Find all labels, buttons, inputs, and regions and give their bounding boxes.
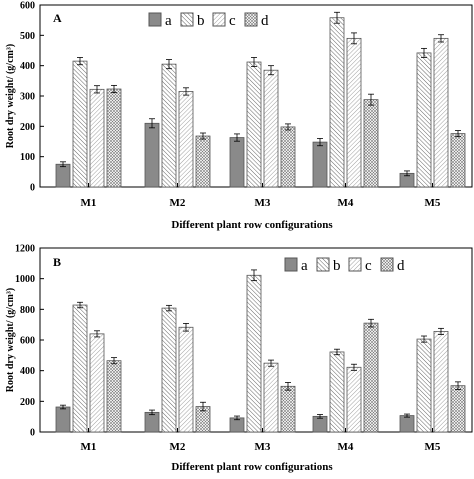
bar-a-m3 bbox=[229, 137, 245, 188]
bar-c-m4 bbox=[346, 37, 362, 188]
bar-b-m2 bbox=[161, 307, 177, 433]
legend-swatch-b-c bbox=[348, 257, 362, 272]
y-ticks-b: 0 200 400 600 800 1000 1200 bbox=[15, 244, 44, 439]
y-tick-label: 600 bbox=[20, 1, 35, 12]
bar-d-m1 bbox=[106, 88, 122, 188]
y-ticks-a: 0 100 200 300 400 500 600 bbox=[20, 1, 44, 194]
bar-d-m4 bbox=[363, 99, 379, 188]
y-tick-label: 200 bbox=[20, 122, 35, 133]
legend-label-a-b: b bbox=[197, 13, 205, 29]
y-tick-label: 1000 bbox=[15, 274, 35, 285]
legend-swatch-a-b bbox=[180, 12, 194, 27]
y-axis-label-a: Root dry weight/ (g/cm³) bbox=[5, 44, 16, 148]
bar-c-m2 bbox=[178, 91, 194, 188]
bar-a-m1 bbox=[55, 163, 71, 188]
category-label: M2 bbox=[170, 441, 186, 453]
x-axis-label-b: Different plant row configurations bbox=[171, 461, 333, 473]
bar-a-m2 bbox=[144, 411, 160, 433]
categories-b: M1 M2 M3 M4 M5 bbox=[81, 428, 441, 453]
y-tick-label: 200 bbox=[20, 397, 35, 408]
bar-d-m3 bbox=[280, 126, 296, 188]
category-label: M1 bbox=[81, 197, 97, 209]
bar-b-m5 bbox=[416, 338, 432, 433]
y-tick-label: 0 bbox=[30, 428, 35, 439]
bar-b-m3 bbox=[246, 274, 262, 433]
legend-swatch-b-d bbox=[380, 257, 394, 272]
category-label: M4 bbox=[338, 441, 354, 453]
bar-d-m5 bbox=[450, 385, 466, 433]
y-tick-label: 400 bbox=[20, 366, 35, 377]
legend-a: a b c d bbox=[148, 12, 269, 29]
legend-swatch-b-b bbox=[316, 257, 330, 272]
bar-d-m2 bbox=[195, 135, 211, 188]
y-tick-label: 1200 bbox=[15, 244, 35, 255]
bar-d-m1 bbox=[106, 360, 122, 433]
category-label: M3 bbox=[255, 441, 271, 453]
legend-label-b-d: d bbox=[397, 258, 405, 274]
legend-label-b-a: a bbox=[301, 258, 308, 274]
panel-b: B Root dry weight/ (g/cm³) Different pla… bbox=[5, 244, 473, 473]
bar-b-m1 bbox=[72, 304, 88, 433]
category-label: M2 bbox=[170, 197, 186, 209]
legend-label-a-d: d bbox=[261, 13, 269, 29]
bar-c-m3 bbox=[263, 69, 279, 188]
bar-c-m4 bbox=[346, 366, 362, 433]
category-label: M5 bbox=[425, 441, 441, 453]
bar-c-m1 bbox=[89, 88, 105, 188]
category-label: M5 bbox=[425, 197, 441, 209]
legend-label-b-b: b bbox=[333, 258, 341, 274]
category-label: M3 bbox=[255, 197, 271, 209]
bar-d-m5 bbox=[450, 133, 466, 188]
legend-swatch-b-a bbox=[284, 257, 298, 272]
bar-a-m2 bbox=[144, 122, 160, 188]
bar-c-m2 bbox=[178, 326, 194, 433]
bar-b-m4 bbox=[329, 351, 345, 433]
bars-b bbox=[55, 269, 466, 433]
panel-label-b: B bbox=[53, 255, 61, 269]
category-label: M4 bbox=[338, 197, 354, 209]
legend-swatch-a-a bbox=[148, 12, 162, 27]
bar-a-m1 bbox=[55, 406, 71, 433]
x-axis-label-a: Different plant row configurations bbox=[171, 219, 333, 231]
y-tick-label: 800 bbox=[20, 305, 35, 316]
bar-d-m4 bbox=[363, 322, 379, 433]
legend-swatch-a-c bbox=[212, 12, 226, 27]
bar-b-m5 bbox=[416, 52, 432, 188]
legend-b: a b c d bbox=[284, 257, 405, 274]
y-tick-label: 0 bbox=[30, 183, 35, 194]
y-tick-label: 400 bbox=[20, 61, 35, 72]
legend-label-a-a: a bbox=[165, 13, 172, 29]
legend-swatch-a-d bbox=[244, 12, 258, 27]
bar-d-m3 bbox=[280, 385, 296, 433]
legend-label-a-c: c bbox=[229, 13, 236, 29]
bar-b-m3 bbox=[246, 61, 262, 188]
panel-label-a: A bbox=[53, 11, 62, 25]
bar-b-m1 bbox=[72, 60, 88, 188]
bar-a-m4 bbox=[312, 141, 328, 188]
bar-c-m5 bbox=[433, 331, 449, 433]
bar-a-m4 bbox=[312, 415, 328, 433]
legend-label-b-c: c bbox=[365, 258, 372, 274]
categories-a: M1 M2 M3 M4 M5 bbox=[81, 183, 441, 209]
bar-b-m4 bbox=[329, 17, 345, 188]
bar-c-m1 bbox=[89, 333, 105, 433]
bar-b-m2 bbox=[161, 63, 177, 188]
y-axis-label-b: Root dry weight/ (g/cm³) bbox=[5, 288, 16, 392]
y-tick-label: 300 bbox=[20, 92, 35, 103]
y-tick-label: 100 bbox=[20, 152, 35, 163]
bar-c-m3 bbox=[263, 362, 279, 433]
bar-a-m5 bbox=[399, 415, 415, 433]
y-tick-label: 500 bbox=[20, 31, 35, 42]
bar-c-m5 bbox=[433, 37, 449, 188]
bars-a bbox=[55, 11, 466, 188]
category-label: M1 bbox=[81, 441, 97, 453]
y-tick-label: 600 bbox=[20, 336, 35, 347]
panel-a: A Root dry weight/ (g/cm³) Different pla… bbox=[5, 1, 473, 231]
